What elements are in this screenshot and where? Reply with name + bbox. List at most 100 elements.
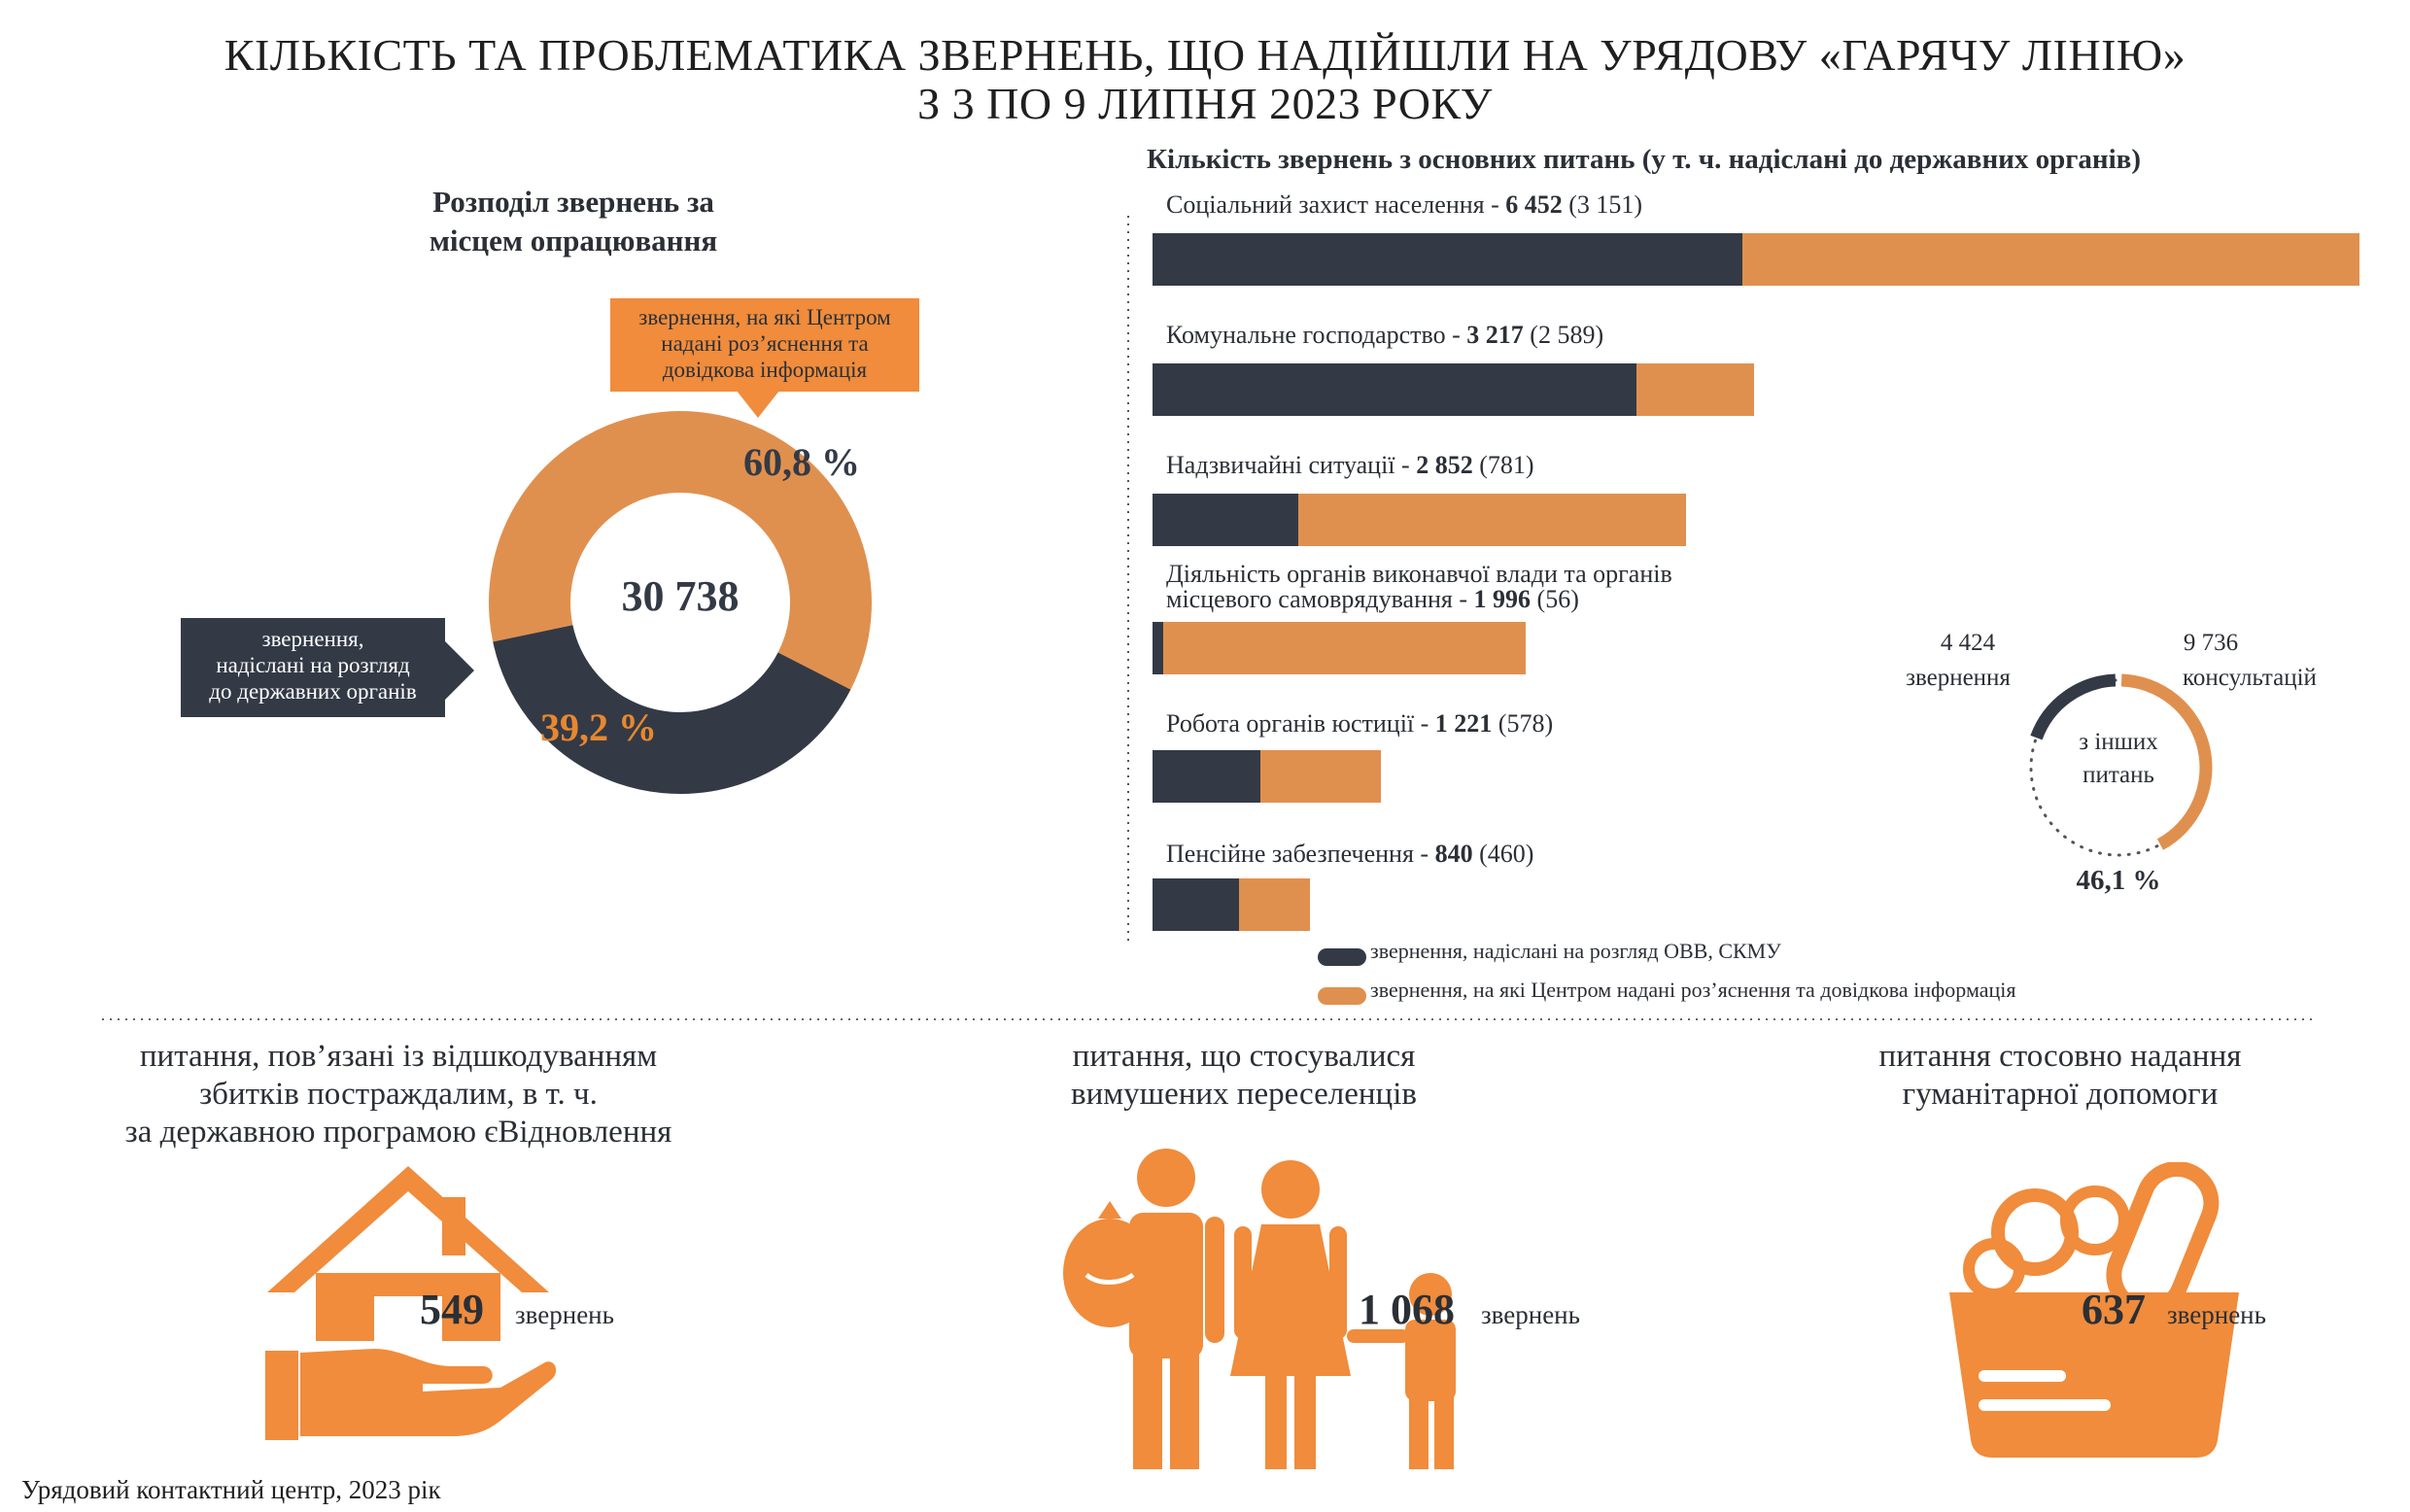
bar-category-name: Робота органів юстиції - xyxy=(1166,709,1435,738)
bar-segment-consultations xyxy=(1260,750,1382,803)
donut-slice-label-sent: 39,2 % xyxy=(540,705,657,749)
bar-segment-sent xyxy=(1153,494,1299,546)
bar-label-text: Робота органів юстиції - 1 221 (578) xyxy=(1166,711,1553,737)
bar-total-value: 3 217 xyxy=(1466,321,1524,349)
bar-label-text: Надзвичайні ситуації - 2 852 (781) xyxy=(1166,453,1534,478)
other-sent-value: 4 424 xyxy=(1940,630,1996,656)
other-sent-label: звернення xyxy=(1906,665,2011,691)
section-idp-unit: звернень xyxy=(1481,1300,1580,1329)
bar-segment-consultations xyxy=(1298,494,1686,546)
section-humanitarian-caption: питання стосовно надання гуманітарної до… xyxy=(1808,1038,2313,1114)
section-compensation-count: 549 xyxy=(420,1286,484,1333)
bar-segment-sent xyxy=(1153,750,1261,803)
donut-slice-label-consultations: 60,8 % xyxy=(743,440,860,484)
callout-sent-line2: надіслані на розгляд xyxy=(216,653,410,677)
displaced-family-icon xyxy=(1063,1149,1456,1469)
bar-sent-value: (781) xyxy=(1472,451,1534,479)
bar-segment-consultations xyxy=(1238,878,1310,931)
bar-sent-value: (56) xyxy=(1531,585,1579,613)
bar-sent-value: (460) xyxy=(1472,840,1534,868)
bar-total-value: 1 996 xyxy=(1473,585,1532,613)
donut-total-value: 30 738 xyxy=(621,572,740,620)
bar-total-value: 6 452 xyxy=(1505,190,1563,219)
ring-arc-consultations xyxy=(2120,673,2213,850)
other-center-line2: питань xyxy=(2083,762,2154,788)
bar-segment-consultations xyxy=(1741,233,2359,286)
other-consultations-value: 9 736 xyxy=(2183,630,2239,656)
section-divider xyxy=(102,1018,2318,1020)
section-idp-line1: питання, що стосувалися xyxy=(1072,1039,1416,1074)
section-humanitarian-unit: звернень xyxy=(2167,1300,2266,1329)
section-humanitarian-count: 637 xyxy=(2082,1286,2146,1333)
bar-category-name: Комунальне господарство - xyxy=(1166,321,1467,349)
callout-consultations: звернення, на які Центром надані роз’ясн… xyxy=(610,298,919,392)
bar-segment-sent xyxy=(1153,878,1239,931)
bar-label: Комунальне господарство - 3 217 (2 589) xyxy=(1166,323,1603,348)
bar-sent-value: (2 589) xyxy=(1523,321,1604,349)
bar-label: Пенсійне забезпечення - 840 (460) xyxy=(1166,842,1533,867)
bar-chart-title: Кількість звернень з основних питань (у … xyxy=(1147,144,2142,175)
bar-label: Соціальний захист населення - 6 452 (3 1… xyxy=(1166,192,1642,218)
bar-segment-sent xyxy=(1153,363,1637,416)
callout-consultations-line2: надані роз’яснення та xyxy=(661,331,869,356)
bar-label-text: Соціальний захист населення - 6 452 (3 1… xyxy=(1166,192,1642,218)
donut-title-line2: місцем опрацювання xyxy=(429,223,718,258)
other-consultations-label: консультацій xyxy=(2183,665,2317,691)
bar-label-line1: Діяльність органів виконавчої влади та о… xyxy=(1166,560,1672,588)
callout-sent-line3: до державних органів xyxy=(209,679,417,704)
callout-consultations-line1: звернення, на які Центром xyxy=(638,305,891,329)
bar-segment-consultations xyxy=(1162,622,1527,674)
section-compensation-line1: питання, пов’язані із відшкодуванням xyxy=(139,1039,658,1074)
section-idp-count: 1 068 xyxy=(1359,1286,1455,1333)
footer-source: Урядовий контактний центр, 2023 рік xyxy=(21,1475,441,1504)
legend-swatch-consultations xyxy=(1318,987,1366,1005)
section-idp-caption: питання, що стосувалися вимушених пересе… xyxy=(972,1038,1516,1114)
bar-label: Надзвичайні ситуації - 2 852 (781) xyxy=(1166,453,1534,478)
legend-label-sent: звернення, надіслані на розгляд ОВВ, СКМ… xyxy=(1370,939,1781,963)
legend-swatch-sent xyxy=(1318,948,1366,966)
bar-label-text: Пенсійне забезпечення - 840 (460) xyxy=(1166,842,1533,867)
callout-pointer-dark xyxy=(443,639,474,702)
house-in-hand-icon xyxy=(265,1166,557,1440)
bar-sent-value: (578) xyxy=(1492,709,1554,738)
bar-category-name: місцевого самоврядування - xyxy=(1166,585,1474,613)
bar-segment-sent xyxy=(1153,622,1163,674)
donut-slice-consultations xyxy=(489,411,872,794)
bar-total-value: 840 xyxy=(1434,840,1473,868)
bar-segment-consultations xyxy=(1636,363,1755,416)
page-title: КІЛЬКІСТЬ ТА ПРОБЛЕМАТИКА ЗВЕРНЕНЬ, ЩО Н… xyxy=(224,30,2186,80)
callout-consultations-line3: довідкова інформація xyxy=(662,358,868,382)
bar-total-value: 1 221 xyxy=(1434,709,1493,738)
bar-label-text: місцевого самоврядування - 1 996 (56) xyxy=(1166,587,1672,612)
callout-sent-to-government: звернення, надіслані на розгляд до держа… xyxy=(181,618,445,717)
section-humanitarian-line2: гуманітарної допомоги xyxy=(1902,1077,2219,1112)
donut-chart xyxy=(489,411,872,794)
food-basket-icon xyxy=(1949,1162,2239,1458)
bar-category-name: Соціальний захист населення - xyxy=(1166,190,1506,219)
other-percent: 46,1 % xyxy=(2076,865,2161,896)
bar-category-name: Надзвичайні ситуації - xyxy=(1166,451,1417,479)
other-center-line1: з інших xyxy=(2079,729,2158,755)
section-compensation-caption: питання, пов’язані із відшкодуванням зби… xyxy=(39,1038,758,1151)
donut-title-line1: Розподіл звернень за xyxy=(432,185,714,219)
other-questions-ring xyxy=(2029,673,2213,857)
section-idp-line2: вимушених переселенців xyxy=(1071,1077,1417,1112)
callout-sent-line1: звернення, xyxy=(261,627,364,651)
bar-total-value: 2 852 xyxy=(1416,451,1473,479)
donut-chart-title: Розподіл звернень за місцем опрацювання xyxy=(321,183,826,260)
section-humanitarian-line1: питання стосовно надання xyxy=(1878,1039,2242,1074)
bar-segment-sent xyxy=(1153,233,1742,286)
bar-chart-axis-dotted xyxy=(1127,216,1129,946)
legend-label-consultations: звернення, на які Центром надані роз’ясн… xyxy=(1370,978,2016,1002)
page-subtitle: З 3 ПО 9 ЛИПНЯ 2023 РОКУ xyxy=(917,79,1493,128)
ring-arc-sent xyxy=(2030,673,2117,740)
section-compensation-line3: за державною програмою єВідновлення xyxy=(124,1115,672,1150)
bar-sent-value: (3 151) xyxy=(1562,190,1643,219)
callout-pointer-orange xyxy=(737,391,779,418)
bar-label-text: Комунальне господарство - 3 217 (2 589) xyxy=(1166,323,1603,348)
bar-label: Діяльність органів виконавчої влади та о… xyxy=(1166,562,1672,612)
section-compensation-line2: збитків постраждалим, в т. ч. xyxy=(199,1077,598,1112)
bar-category-name: Пенсійне забезпечення - xyxy=(1166,840,1435,868)
bar-label: Робота органів юстиції - 1 221 (578) xyxy=(1166,711,1553,737)
section-compensation-unit: звернень xyxy=(515,1300,614,1329)
